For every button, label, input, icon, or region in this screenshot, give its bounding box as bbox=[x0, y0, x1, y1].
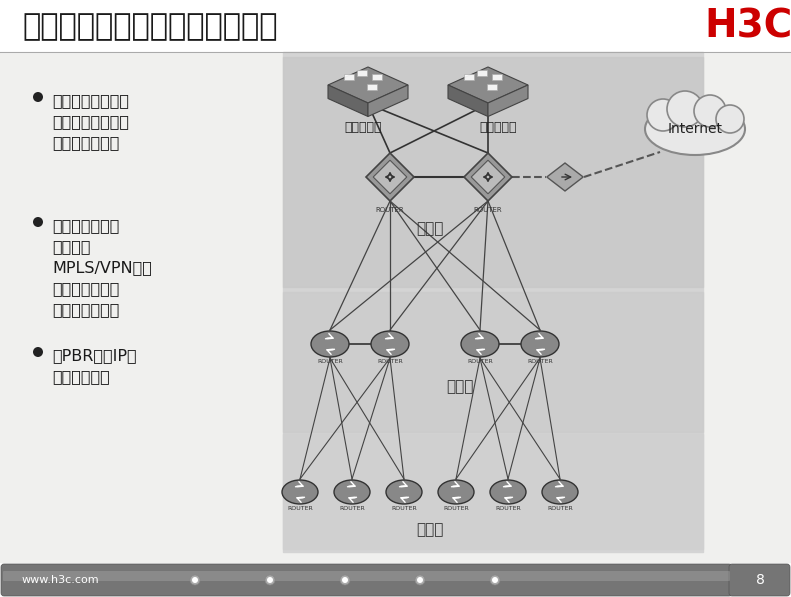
Circle shape bbox=[340, 575, 350, 585]
Text: Internet: Internet bbox=[668, 122, 722, 136]
Bar bbox=[283, 292, 703, 432]
Polygon shape bbox=[492, 74, 502, 80]
Ellipse shape bbox=[282, 480, 318, 504]
Text: 大规模网络的路由可管理性需求: 大规模网络的路由可管理性需求 bbox=[22, 13, 278, 42]
Text: ROUTER: ROUTER bbox=[317, 359, 343, 364]
Polygon shape bbox=[328, 67, 408, 103]
Bar bbox=[283, 52, 703, 552]
Polygon shape bbox=[448, 67, 528, 103]
Polygon shape bbox=[488, 85, 528, 116]
Text: ROUTER: ROUTER bbox=[391, 506, 417, 511]
Polygon shape bbox=[368, 85, 408, 116]
Text: ROUTER: ROUTER bbox=[547, 506, 573, 511]
Circle shape bbox=[694, 95, 726, 127]
Circle shape bbox=[667, 91, 703, 127]
Text: 调整路由开销、路
由属性和优先级以
影响协议的选路: 调整路由开销、路 由属性和优先级以 影响协议的选路 bbox=[52, 93, 129, 150]
Polygon shape bbox=[372, 74, 382, 80]
Bar bbox=[0, 0, 791, 52]
Circle shape bbox=[267, 577, 273, 583]
Circle shape bbox=[415, 575, 425, 585]
Ellipse shape bbox=[521, 331, 559, 357]
Circle shape bbox=[192, 577, 198, 583]
Text: 业务服务器: 业务服务器 bbox=[344, 121, 382, 134]
Text: 汇聚层: 汇聚层 bbox=[446, 380, 474, 395]
Polygon shape bbox=[366, 153, 414, 201]
Circle shape bbox=[33, 92, 43, 102]
Text: ROUTER: ROUTER bbox=[376, 207, 404, 213]
Polygon shape bbox=[547, 163, 583, 191]
Ellipse shape bbox=[645, 103, 745, 155]
Text: 用PBR控制IP报
文的定向转发: 用PBR控制IP报 文的定向转发 bbox=[52, 348, 137, 384]
Text: ROUTER: ROUTER bbox=[495, 506, 521, 511]
Circle shape bbox=[342, 577, 348, 583]
Ellipse shape bbox=[438, 480, 474, 504]
Text: ROUTER: ROUTER bbox=[527, 359, 553, 364]
Bar bbox=[283, 434, 703, 549]
Ellipse shape bbox=[371, 331, 409, 357]
Text: 8: 8 bbox=[755, 573, 764, 587]
Circle shape bbox=[33, 347, 43, 357]
Polygon shape bbox=[477, 70, 487, 76]
Ellipse shape bbox=[311, 331, 349, 357]
Circle shape bbox=[647, 99, 679, 131]
Polygon shape bbox=[328, 85, 368, 116]
Circle shape bbox=[490, 575, 500, 585]
Polygon shape bbox=[448, 85, 488, 116]
Polygon shape bbox=[464, 74, 474, 80]
Text: ROUTER: ROUTER bbox=[287, 506, 313, 511]
Text: 办公服务器: 办公服务器 bbox=[479, 121, 517, 134]
Bar bbox=[0, 52, 791, 562]
Ellipse shape bbox=[542, 480, 578, 504]
Circle shape bbox=[716, 105, 744, 133]
Bar bbox=[283, 57, 703, 287]
FancyBboxPatch shape bbox=[1, 564, 732, 596]
Text: ROUTER: ROUTER bbox=[339, 506, 365, 511]
Circle shape bbox=[417, 577, 423, 583]
Polygon shape bbox=[464, 153, 512, 201]
Polygon shape bbox=[471, 160, 505, 194]
Polygon shape bbox=[373, 160, 407, 194]
Text: 接入层: 接入层 bbox=[416, 522, 444, 537]
Ellipse shape bbox=[490, 480, 526, 504]
FancyBboxPatch shape bbox=[3, 571, 730, 581]
Text: 用路由过滤、路
由策略、
MPLS/VPN等技
术来控制路由的
学习和传播范围: 用路由过滤、路 由策略、 MPLS/VPN等技 术来控制路由的 学习和传播范围 bbox=[52, 218, 152, 317]
Text: H3C: H3C bbox=[704, 8, 791, 46]
Polygon shape bbox=[344, 74, 354, 80]
Circle shape bbox=[33, 217, 43, 227]
Text: ROUTER: ROUTER bbox=[443, 506, 469, 511]
Text: ROUTER: ROUTER bbox=[377, 359, 403, 364]
Ellipse shape bbox=[461, 331, 499, 357]
Ellipse shape bbox=[334, 480, 370, 504]
Text: ROUTER: ROUTER bbox=[467, 359, 493, 364]
Circle shape bbox=[265, 575, 275, 585]
Text: 核心层: 核心层 bbox=[416, 221, 444, 236]
Polygon shape bbox=[357, 70, 367, 76]
Text: www.h3c.com: www.h3c.com bbox=[22, 575, 100, 585]
Polygon shape bbox=[367, 84, 377, 90]
Circle shape bbox=[190, 575, 200, 585]
FancyBboxPatch shape bbox=[729, 564, 790, 596]
Polygon shape bbox=[487, 84, 497, 90]
Text: ROUTER: ROUTER bbox=[474, 207, 502, 213]
Circle shape bbox=[492, 577, 498, 583]
Ellipse shape bbox=[386, 480, 422, 504]
